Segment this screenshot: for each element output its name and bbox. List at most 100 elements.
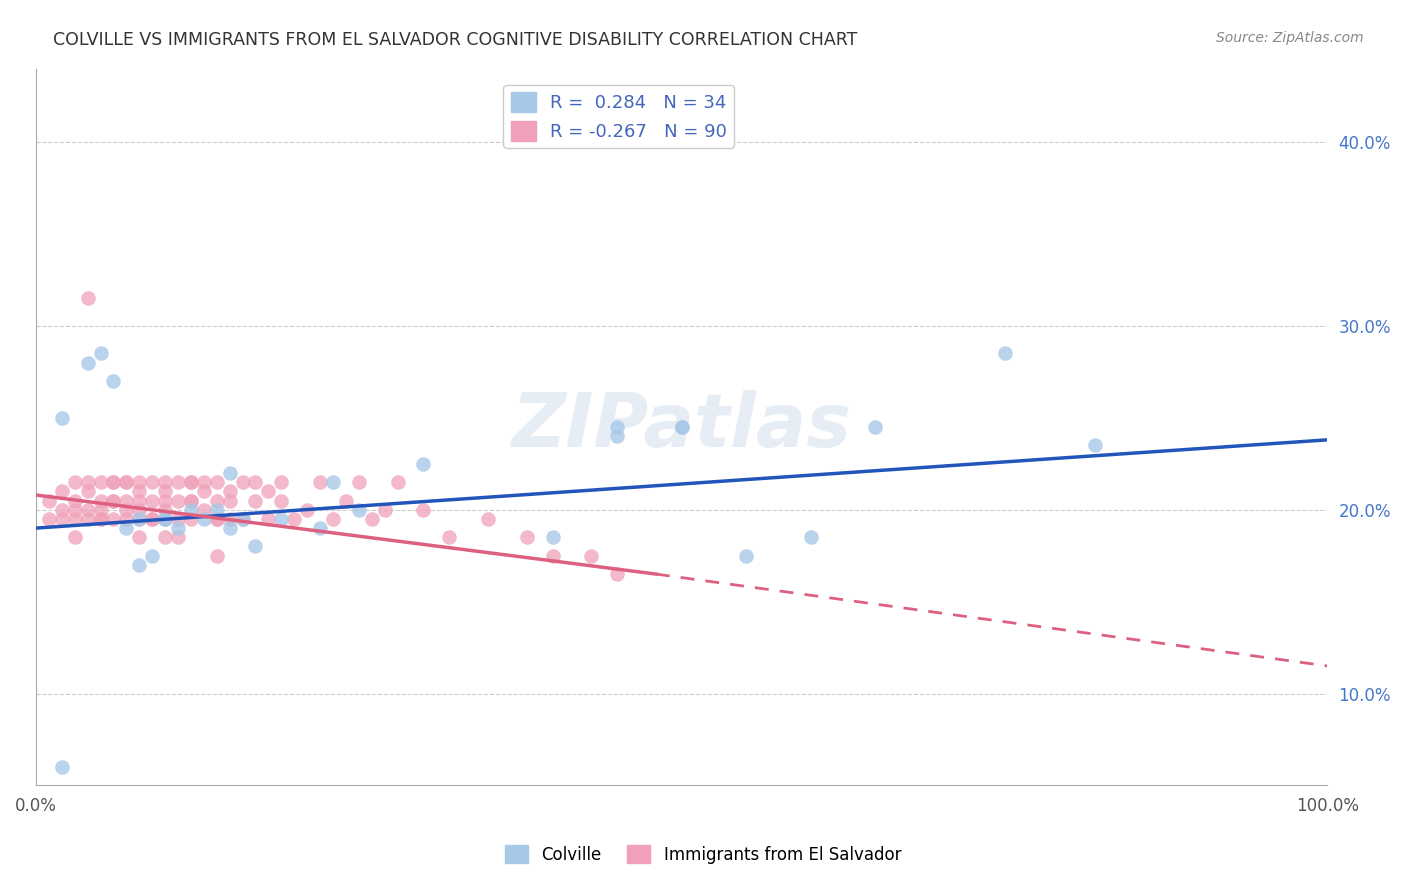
Point (270, 493, 292, 508)
Point (232, 475, 254, 490)
Point (218, 466, 240, 480)
Point (103, 512, 125, 526)
Point (374, 502, 396, 516)
Point (167, 512, 190, 526)
Point (1084, 438, 1107, 452)
Point (103, 493, 125, 508)
Point (103, 493, 125, 508)
Point (51, 484, 73, 499)
Point (270, 512, 292, 526)
Point (115, 493, 138, 508)
Point (205, 493, 228, 508)
Point (193, 475, 215, 490)
Point (76, 512, 98, 526)
Point (128, 512, 150, 526)
Point (218, 512, 240, 526)
Point (115, 521, 138, 535)
Point (218, 493, 240, 508)
Point (295, 502, 318, 516)
Point (141, 512, 163, 526)
Point (103, 475, 125, 490)
Point (153, 512, 176, 526)
Point (89, 512, 111, 526)
Point (141, 549, 163, 563)
Point (205, 549, 228, 563)
Point (76, 502, 98, 516)
Point (167, 493, 190, 508)
Point (322, 475, 344, 490)
Point (735, 549, 758, 563)
Point (167, 521, 190, 535)
Point (865, 420, 887, 434)
Point (257, 512, 280, 526)
Point (89, 346, 111, 360)
Point (153, 493, 176, 508)
Point (89, 502, 111, 516)
Point (606, 420, 628, 434)
Point (153, 512, 176, 526)
Point (38, 512, 60, 526)
Point (671, 420, 693, 434)
Point (63, 493, 86, 508)
Point (347, 475, 370, 490)
Point (387, 475, 409, 490)
Point (153, 475, 176, 490)
Point (193, 502, 215, 516)
Point (128, 558, 150, 572)
Point (115, 475, 138, 490)
Point (115, 502, 138, 516)
Point (115, 475, 138, 490)
Point (309, 475, 332, 490)
Point (76, 356, 98, 370)
Legend: R =  0.284   N = 34, R = -0.267   N = 90: R = 0.284 N = 34, R = -0.267 N = 90 (503, 85, 734, 148)
Point (800, 530, 823, 544)
Point (193, 512, 215, 526)
Point (180, 475, 202, 490)
Point (153, 530, 176, 544)
Point (245, 540, 267, 554)
Point (671, 420, 693, 434)
Legend: Colville, Immigrants from El Salvador: Colville, Immigrants from El Salvador (498, 838, 908, 871)
Point (128, 512, 150, 526)
Point (245, 475, 267, 490)
Point (541, 530, 564, 544)
Point (63, 475, 86, 490)
Point (180, 502, 202, 516)
Point (322, 512, 344, 526)
Point (167, 530, 190, 544)
Point (606, 429, 628, 443)
Point (153, 512, 176, 526)
Point (180, 493, 202, 508)
Point (412, 502, 434, 516)
Text: COLVILLE VS IMMIGRANTS FROM EL SALVADOR COGNITIVE DISABILITY CORRELATION CHART: COLVILLE VS IMMIGRANTS FROM EL SALVADOR … (53, 31, 858, 49)
Point (128, 484, 150, 499)
Point (63, 502, 86, 516)
Point (245, 493, 267, 508)
Point (63, 530, 86, 544)
Point (76, 484, 98, 499)
Point (51, 410, 73, 425)
Point (218, 521, 240, 535)
Point (516, 530, 538, 544)
Point (180, 512, 202, 526)
Point (63, 512, 86, 526)
Point (412, 457, 434, 471)
Point (541, 549, 564, 563)
Point (153, 484, 176, 499)
Point (51, 760, 73, 774)
Point (128, 493, 150, 508)
Point (38, 493, 60, 508)
Point (232, 512, 254, 526)
Point (153, 502, 176, 516)
Point (115, 512, 138, 526)
Point (232, 512, 254, 526)
Point (193, 484, 215, 499)
Point (993, 346, 1015, 360)
Point (128, 530, 150, 544)
Point (128, 502, 150, 516)
Point (141, 493, 163, 508)
Point (103, 374, 125, 388)
Point (437, 530, 460, 544)
Point (205, 475, 228, 490)
Point (360, 512, 382, 526)
